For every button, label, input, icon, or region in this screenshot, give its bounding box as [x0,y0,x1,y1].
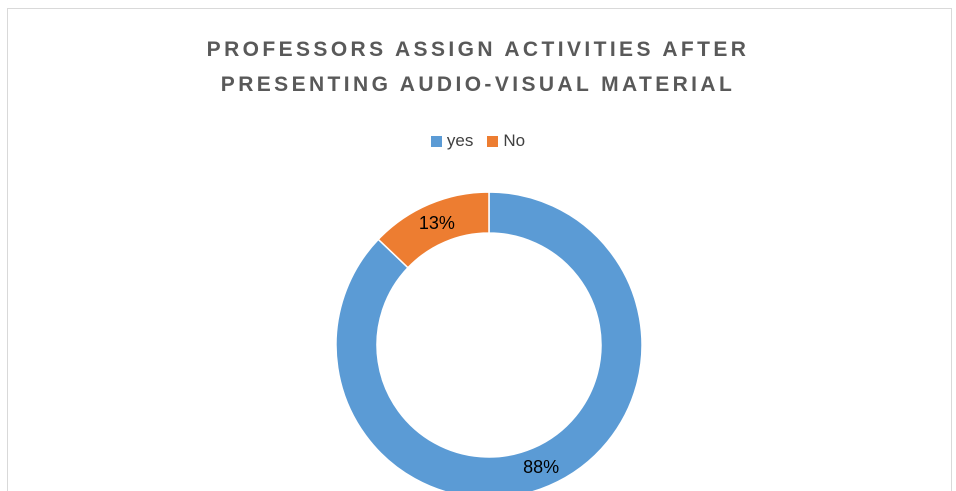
legend-label-yes: yes [446,131,474,150]
chart-frame [7,8,952,491]
chart-title-line-2: PRESENTING AUDIO-VISUAL MATERIAL [220,73,736,96]
data-label-no: 13% [419,213,455,233]
slice-no [377,191,490,269]
chart-legend: yes No [0,131,956,151]
chart-title: PROFESSORS ASSIGN ACTIVITIES AFTER PRESE… [0,32,956,102]
legend-swatch-yes [430,135,442,147]
legend-item-no: No [487,131,525,151]
legend-swatch-no [487,135,499,147]
legend-item-yes: yes [430,131,474,151]
legend-label-no: No [503,131,526,150]
slice-yes [335,191,643,491]
chart-title-line-1: PROFESSORS ASSIGN ACTIVITIES AFTER [206,38,750,61]
data-label-yes: 88% [523,457,559,477]
